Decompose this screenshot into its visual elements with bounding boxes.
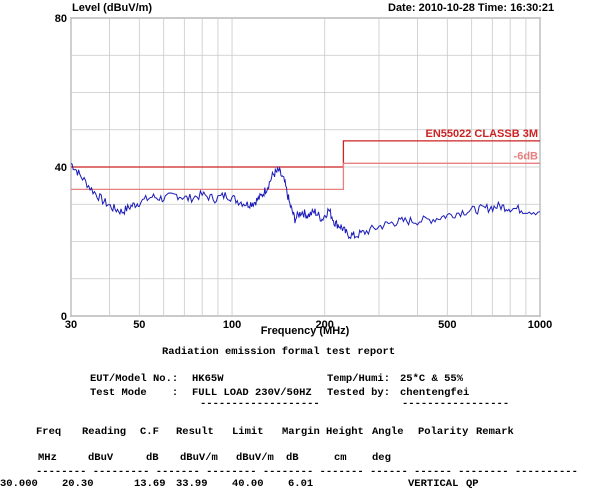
x-tick-label: 500 <box>438 319 456 331</box>
x-axis-label: Frequency (MHz) <box>261 325 350 337</box>
temp-value: 25*C & 55% <box>400 373 464 385</box>
limit-lines <box>71 140 540 191</box>
report-title: Radiation emission formal test report <box>162 346 396 358</box>
x-tick-label: 100 <box>223 319 241 331</box>
column-header: Remark <box>476 426 514 438</box>
column-unit: dBuV/m <box>236 452 274 464</box>
underline-right: ----------------- <box>402 398 510 410</box>
y-tick-label: 80 <box>55 13 67 25</box>
eut-value: HK65W <box>192 373 224 385</box>
test-mode-value: FULL LOAD 230V/50HZ <box>192 387 312 399</box>
limit-line <box>71 162 540 191</box>
emission-trace-line <box>70 162 541 240</box>
column-unit: deg <box>372 452 391 464</box>
y-tick-label: 0 <box>61 311 67 323</box>
y-tick-labels: 0 40 80 <box>55 13 67 323</box>
table-cell: 30.000 <box>0 478 38 490</box>
x-tick-label: 200 <box>316 319 334 331</box>
table-cell: 6.01 <box>288 478 314 490</box>
date-time-stamp: Date: 2010-10-28 Time: 16:30:21 <box>388 2 554 14</box>
y-axis-label: Level (dBuV/m) <box>72 2 153 14</box>
grid-lines <box>70 17 541 317</box>
limit-line <box>71 140 540 168</box>
test-mode-label: Test Mode : <box>90 387 179 399</box>
table-cell: VERTICAL <box>408 478 459 490</box>
table-dash-row: -------- --------- ------- -------- ----… <box>36 466 578 478</box>
limit-labels: EN55022 CLASSB 3M -6dB <box>426 128 539 162</box>
date-label: Date: <box>388 2 416 14</box>
column-header: Height <box>326 426 364 438</box>
column-header: Reading <box>82 426 127 438</box>
column-header: Freq <box>36 426 62 438</box>
limit-label: EN55022 CLASSB 3M <box>426 128 539 140</box>
date-value: 2010-10-28 <box>418 2 475 14</box>
table-cell: QP <box>466 478 479 490</box>
x-tick-label: 1000 <box>528 319 552 331</box>
table-cell: 20.30 <box>62 478 94 490</box>
column-unit: dB <box>286 452 299 464</box>
x-tick-label: 30 <box>65 319 77 331</box>
column-header: Result <box>176 426 214 438</box>
column-header: C.F <box>140 426 159 438</box>
column-unit: dBuV <box>88 452 114 464</box>
column-unit: dB <box>146 452 159 464</box>
column-header: Angle <box>372 426 404 438</box>
emission-chart: 30 50 100 200 500 1000 0 40 80 EN55022 CLASSB 3… <box>55 13 552 337</box>
column-header: Limit <box>232 426 264 438</box>
column-header: Polarity <box>418 426 469 438</box>
temp-label: Temp/Humi: <box>327 373 391 385</box>
y-tick-label: 40 <box>55 162 67 174</box>
time-value: 16:30:21 <box>510 2 555 14</box>
time-label: Time: <box>477 2 508 14</box>
eut-label: EUT/Model No.: <box>90 373 179 385</box>
underline-left: ------------------- <box>200 398 320 410</box>
tested-by-value: chentengfei <box>400 387 470 399</box>
limit-label: -6dB <box>514 150 539 162</box>
column-unit: cm <box>334 452 347 464</box>
table-cell: 33.99 <box>176 478 208 490</box>
column-header: Margin <box>282 426 320 438</box>
column-unit: MHz <box>38 452 57 464</box>
table-cell: 40.00 <box>232 478 264 490</box>
tested-by-label: Tested by: <box>327 387 391 399</box>
table-cell: 13.69 <box>134 478 166 490</box>
emission-trace <box>70 162 541 240</box>
x-tick-labels: 30 50 100 200 500 1000 <box>65 319 552 331</box>
x-tick-label: 50 <box>133 319 145 331</box>
column-unit: dBuV/m <box>180 452 218 464</box>
